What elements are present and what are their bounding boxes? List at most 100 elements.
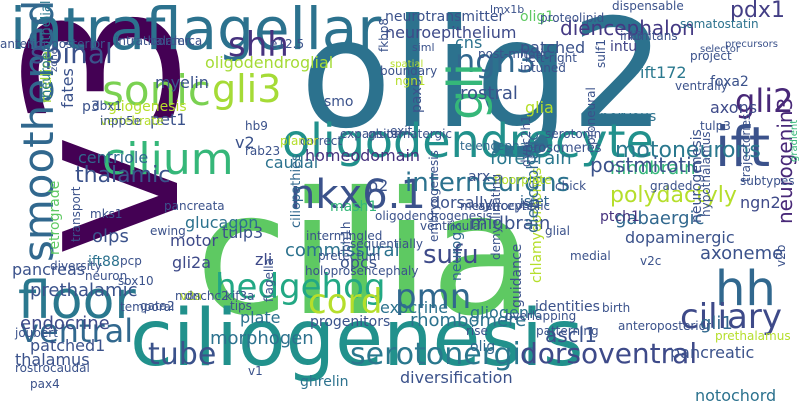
word: rise xyxy=(466,324,488,338)
word: cilium xyxy=(102,134,234,185)
word: rostrocaudal xyxy=(15,361,90,375)
word: gata2 xyxy=(140,299,175,313)
word: rab23 xyxy=(245,144,281,158)
word: rhombomere xyxy=(410,310,527,331)
word: border xyxy=(150,34,190,48)
word: hb9 xyxy=(245,119,268,133)
word: anteroposterior xyxy=(618,319,711,333)
word: caudal xyxy=(265,153,319,172)
word: foxa2 xyxy=(710,74,749,90)
word: correct xyxy=(300,134,343,148)
word: serotonergic xyxy=(350,337,538,372)
word: ngn1 xyxy=(395,74,426,88)
word: pancreas xyxy=(12,260,86,279)
word: telencephalon xyxy=(460,139,546,153)
word: project xyxy=(690,49,732,63)
word: selector xyxy=(700,44,740,55)
word: oligodendroglial xyxy=(205,53,334,72)
word: oligodendrocyte xyxy=(282,114,654,168)
word: demyelinating xyxy=(489,174,503,261)
word: motor xyxy=(170,231,219,250)
word: oligodendrogenesis xyxy=(375,209,493,223)
word: isl1 xyxy=(520,197,541,211)
word: sequentially xyxy=(350,237,424,251)
word: limitans xyxy=(630,29,678,43)
word: homeodomain xyxy=(305,146,421,165)
word: tulp3 xyxy=(700,119,731,133)
word: birth xyxy=(602,301,631,315)
word: medial xyxy=(570,249,611,263)
word: v2a xyxy=(180,289,203,303)
word: centriole xyxy=(78,148,149,167)
word: olig1 xyxy=(520,9,555,25)
word: patterning xyxy=(536,324,599,338)
word: gliogenic xyxy=(470,303,543,322)
word: cilia xyxy=(195,156,535,354)
word: pancreatic xyxy=(670,343,755,362)
word: guidance xyxy=(509,243,525,308)
word: gli1 xyxy=(700,313,733,334)
word: p3 xyxy=(82,99,100,115)
word: retrograde xyxy=(47,180,63,255)
word: pmn xyxy=(395,277,472,317)
word: dorsoventral xyxy=(520,337,698,370)
word: neurotransmitter xyxy=(385,9,505,25)
word: zone xyxy=(49,48,60,72)
word: pcp xyxy=(120,254,142,268)
word: pax4 xyxy=(30,377,60,391)
word: siml xyxy=(412,41,435,54)
word: ciliary xyxy=(680,297,782,337)
word: ngn3 xyxy=(455,42,537,80)
word: sulf1 xyxy=(594,39,608,69)
word: cns xyxy=(455,33,483,52)
word: axoneme xyxy=(700,243,784,264)
word: floor xyxy=(18,271,136,331)
word: subtypes xyxy=(740,174,795,188)
word: intraflagellar xyxy=(10,0,382,63)
word: dorsally xyxy=(430,193,494,212)
word: gli3 xyxy=(212,67,282,111)
word: axons xyxy=(710,98,758,117)
word: tulp3 xyxy=(222,223,264,242)
word: pdx1 xyxy=(730,0,785,23)
word: gabaergic xyxy=(615,208,705,229)
word: serotonin xyxy=(545,127,602,141)
word: lmx1b xyxy=(490,3,525,16)
word: ciliogenesis xyxy=(130,294,584,384)
word: fates xyxy=(58,68,77,109)
word: olig2 xyxy=(300,0,666,162)
word: overlapping xyxy=(505,309,577,323)
word: temporal xyxy=(120,300,175,314)
word: somatostatin xyxy=(680,17,759,31)
word: dbx1 xyxy=(92,99,122,113)
word: forebrain xyxy=(490,148,572,169)
word: plate xyxy=(240,308,281,327)
word: mesencephalic xyxy=(460,199,551,213)
word: patched xyxy=(520,38,586,57)
word: zli xyxy=(255,250,273,269)
word: myelin xyxy=(155,73,209,92)
word: midbrain xyxy=(470,213,551,234)
word: smo xyxy=(324,94,354,110)
word: morphogen xyxy=(210,328,314,349)
word: intuned xyxy=(520,61,566,75)
word: expansion xyxy=(340,127,402,141)
word: intermingled xyxy=(306,229,383,243)
word: left-right xyxy=(525,51,577,65)
word: pancreata xyxy=(164,199,225,213)
word: hypothalamus xyxy=(699,131,713,218)
word: progenitors xyxy=(310,314,391,330)
word: gliogenesis xyxy=(108,99,187,115)
word: identities xyxy=(535,299,600,315)
word: spinal xyxy=(30,37,113,70)
word: mash1 xyxy=(330,199,378,215)
word: nervous xyxy=(600,109,657,125)
word: ventrally xyxy=(675,79,728,93)
word: precursors xyxy=(725,39,778,50)
word: neuroepithelium xyxy=(385,23,517,42)
word: joubert xyxy=(15,326,58,340)
word: thalamus xyxy=(15,350,90,369)
word: tube xyxy=(148,337,217,372)
word: ewing xyxy=(150,224,186,238)
